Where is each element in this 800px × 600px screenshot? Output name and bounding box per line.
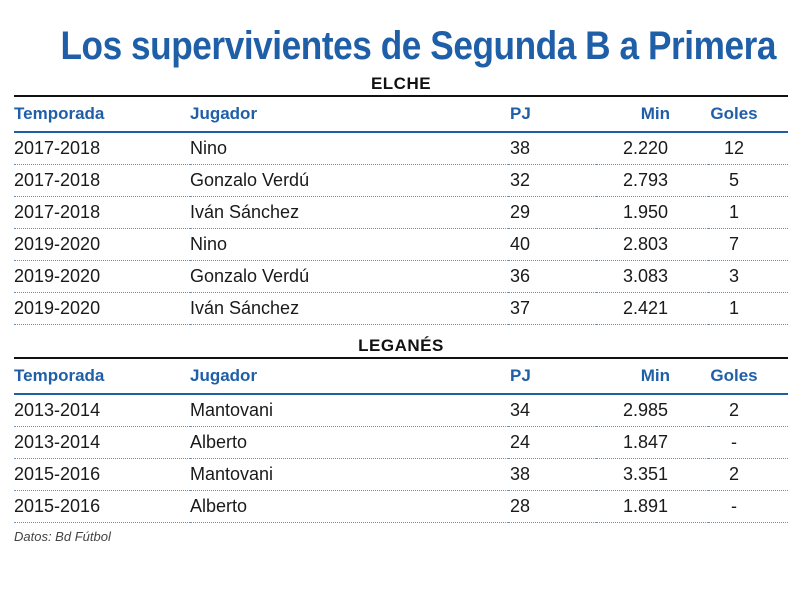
column-header-pj: PJ bbox=[508, 97, 596, 133]
section-title-elche: ELCHE bbox=[370, 74, 432, 93]
cell-temporada: 2019-2020 bbox=[14, 260, 190, 293]
cell-jugador: Mantovani bbox=[190, 458, 508, 491]
cell-jugador: Alberto bbox=[190, 490, 508, 523]
cell-goles: 1 bbox=[708, 292, 788, 325]
infographic: Los supervivientes de Segunda B a Primer… bbox=[14, 0, 788, 600]
cell-jugador: Gonzalo Verdú bbox=[190, 260, 508, 293]
section-rule-elche bbox=[14, 95, 788, 97]
cell-temporada: 2013-2014 bbox=[14, 394, 190, 427]
cell-jugador: Mantovani bbox=[190, 394, 508, 427]
cell-min: 2.793 bbox=[596, 164, 708, 197]
section-title-leganes: LEGANÉS bbox=[358, 336, 444, 355]
table-row: 2017-2018 Nino 38 2.220 12 bbox=[14, 132, 788, 165]
cell-goles: - bbox=[708, 426, 788, 459]
cell-goles: 1 bbox=[708, 196, 788, 229]
cell-temporada: 2015-2016 bbox=[14, 458, 190, 491]
cell-min: 1.891 bbox=[596, 490, 708, 523]
cell-min: 2.985 bbox=[596, 394, 708, 427]
cell-pj: 29 bbox=[508, 196, 596, 229]
table-row: 2015-2016 Mantovani 38 3.351 2 bbox=[14, 458, 788, 491]
cell-pj: 40 bbox=[508, 228, 596, 261]
cell-jugador: Nino bbox=[190, 132, 508, 165]
table-leganes: Temporada Jugador PJ Min Goles 2013-2014… bbox=[14, 359, 788, 523]
table-row: 2013-2014 Mantovani 34 2.985 2 bbox=[14, 394, 788, 427]
cell-temporada: 2017-2018 bbox=[14, 132, 190, 165]
table-row: 2013-2014 Alberto 24 1.847 - bbox=[14, 426, 788, 459]
source-note: Datos: Bd Fútbol bbox=[14, 529, 111, 544]
cell-pj: 28 bbox=[508, 490, 596, 523]
column-header-temporada: Temporada bbox=[14, 359, 190, 395]
cell-pj: 38 bbox=[508, 458, 596, 491]
column-header-temporada: Temporada bbox=[14, 97, 190, 133]
column-header-min: Min bbox=[596, 359, 708, 395]
column-header-goles: Goles bbox=[708, 97, 788, 133]
cell-goles: 2 bbox=[708, 458, 788, 491]
header-row: Temporada Jugador PJ Min Goles bbox=[14, 97, 788, 133]
cell-min: 1.847 bbox=[596, 426, 708, 459]
column-header-min: Min bbox=[596, 97, 708, 133]
cell-jugador: Alberto bbox=[190, 426, 508, 459]
table-row: 2017-2018 Iván Sánchez 29 1.950 1 bbox=[14, 196, 788, 229]
cell-goles: 12 bbox=[708, 132, 788, 165]
page-title: Los supervivientes de Segunda B a Primer… bbox=[60, 24, 777, 68]
cell-goles: 3 bbox=[708, 260, 788, 293]
cell-jugador: Nino bbox=[190, 228, 508, 261]
cell-goles: 5 bbox=[708, 164, 788, 197]
cell-jugador: Iván Sánchez bbox=[190, 292, 508, 325]
cell-min: 1.950 bbox=[596, 196, 708, 229]
cell-min: 2.421 bbox=[596, 292, 708, 325]
cell-min: 3.351 bbox=[596, 458, 708, 491]
cell-goles: - bbox=[708, 490, 788, 523]
cell-min: 2.220 bbox=[596, 132, 708, 165]
column-header-pj: PJ bbox=[508, 359, 596, 395]
cell-jugador: Iván Sánchez bbox=[190, 196, 508, 229]
cell-jugador: Gonzalo Verdú bbox=[190, 164, 508, 197]
cell-temporada: 2015-2016 bbox=[14, 490, 190, 523]
cell-temporada: 2019-2020 bbox=[14, 292, 190, 325]
table-row: 2015-2016 Alberto 28 1.891 - bbox=[14, 490, 788, 523]
column-header-goles: Goles bbox=[708, 359, 788, 395]
table-row: 2019-2020 Gonzalo Verdú 36 3.083 3 bbox=[14, 260, 788, 293]
column-header-jugador: Jugador bbox=[190, 97, 508, 133]
cell-pj: 37 bbox=[508, 292, 596, 325]
cell-temporada: 2017-2018 bbox=[14, 196, 190, 229]
table-row: 2017-2018 Gonzalo Verdú 32 2.793 5 bbox=[14, 164, 788, 197]
cell-min: 2.803 bbox=[596, 228, 708, 261]
cell-pj: 32 bbox=[508, 164, 596, 197]
section-rule-leganes bbox=[14, 357, 788, 359]
cell-pj: 36 bbox=[508, 260, 596, 293]
table-elche: Temporada Jugador PJ Min Goles 2017-2018… bbox=[14, 97, 788, 325]
table-row: 2019-2020 Nino 40 2.803 7 bbox=[14, 228, 788, 261]
cell-min: 3.083 bbox=[596, 260, 708, 293]
cell-goles: 2 bbox=[708, 394, 788, 427]
header-row: Temporada Jugador PJ Min Goles bbox=[14, 359, 788, 395]
cell-temporada: 2013-2014 bbox=[14, 426, 190, 459]
cell-pj: 38 bbox=[508, 132, 596, 165]
cell-goles: 7 bbox=[708, 228, 788, 261]
cell-pj: 34 bbox=[508, 394, 596, 427]
table-row: 2019-2020 Iván Sánchez 37 2.421 1 bbox=[14, 292, 788, 325]
column-header-jugador: Jugador bbox=[190, 359, 508, 395]
cell-temporada: 2019-2020 bbox=[14, 228, 190, 261]
cell-pj: 24 bbox=[508, 426, 596, 459]
cell-temporada: 2017-2018 bbox=[14, 164, 190, 197]
